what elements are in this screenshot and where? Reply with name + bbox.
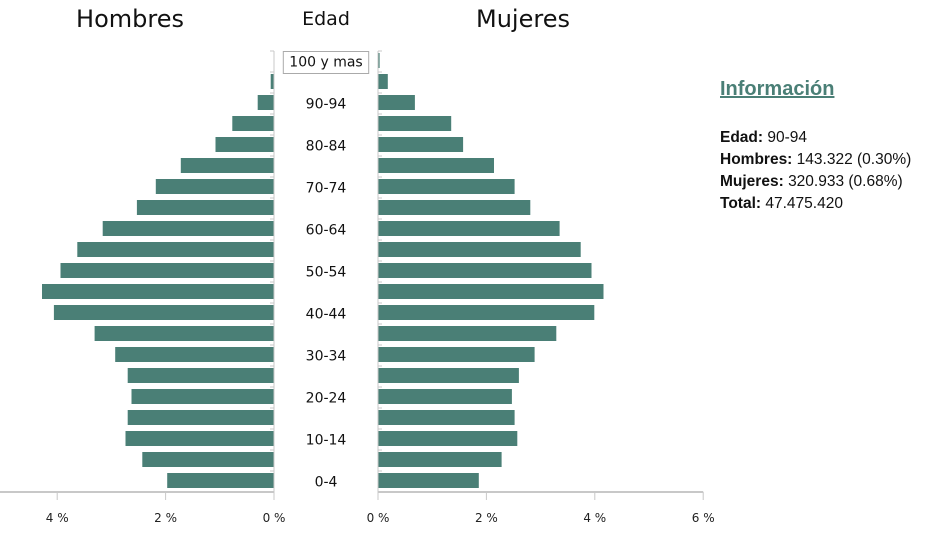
bar-hombres-10-14[interactable] xyxy=(125,431,275,446)
bar-mujeres-50-54[interactable] xyxy=(378,263,592,278)
tick-label-mujeres: 2 % xyxy=(475,511,498,525)
info-title[interactable]: Información xyxy=(720,78,835,100)
info-row-hombres: Hombres: 143.322 (0.30%) xyxy=(720,149,911,171)
age-label-50-54: 50-54 xyxy=(306,265,347,281)
bar-hombres-35-39[interactable] xyxy=(94,326,274,341)
bar-mujeres-35-39[interactable] xyxy=(378,326,557,341)
age-label-100-y-mas: 100 y mas xyxy=(289,55,362,71)
title-edad: Edad xyxy=(302,8,350,30)
age-label-0-4: 0-4 xyxy=(315,475,338,491)
age-label-20-24: 20-24 xyxy=(306,391,347,407)
bar-hombres-0-4[interactable] xyxy=(167,473,274,488)
age-label-80-84: 80-84 xyxy=(306,139,347,155)
info-row-mujeres: Mujeres: 320.933 (0.68%) xyxy=(720,171,911,193)
bar-hombres-65-69[interactable] xyxy=(136,200,274,215)
bar-hombres-45-49[interactable] xyxy=(42,284,274,299)
bar-mujeres-60-64[interactable] xyxy=(378,221,560,236)
bar-mujeres-5-9[interactable] xyxy=(378,452,502,467)
info-panel: Información Edad: 90-94 Hombres: 143.322… xyxy=(720,78,911,215)
bar-mujeres-90-94[interactable] xyxy=(378,95,415,110)
bar-hombres-75-79[interactable] xyxy=(180,158,274,173)
tick-label-mujeres: 0 % xyxy=(367,511,390,525)
x-axes: 4 % 2 % 0 % 0 % 2 % 4 % 6 % xyxy=(0,50,715,525)
bar-hombres-25-29[interactable] xyxy=(127,368,274,383)
tick-label-mujeres: 6 % xyxy=(692,511,715,525)
bar-mujeres-85-89[interactable] xyxy=(378,116,452,131)
bar-mujeres-30-34[interactable] xyxy=(378,347,535,362)
bar-mujeres-45-49[interactable] xyxy=(378,284,604,299)
bar-mujeres-80-84[interactable] xyxy=(378,137,464,152)
tick-label-hombres: 2 % xyxy=(154,511,177,525)
bar-mujeres-75-79[interactable] xyxy=(378,158,494,173)
bar-mujeres-15-19[interactable] xyxy=(378,410,515,425)
info-value-hombres: 143.322 (0.30%) xyxy=(796,151,912,168)
bar-mujeres-70-74[interactable] xyxy=(378,179,515,194)
bar-hombres-95-99[interactable] xyxy=(270,74,274,89)
tick-label-mujeres: 4 % xyxy=(583,511,606,525)
bar-mujeres-65-69[interactable] xyxy=(378,200,531,215)
title-hombres: Hombres xyxy=(76,5,184,33)
bar-mujeres-25-29[interactable] xyxy=(378,368,519,383)
bar-hombres-70-74[interactable] xyxy=(155,179,274,194)
bar-mujeres-95-99[interactable] xyxy=(378,74,388,89)
bars-mujeres xyxy=(378,53,604,488)
bar-hombres-80-84[interactable] xyxy=(215,137,275,152)
age-label-60-64: 60-64 xyxy=(306,223,347,239)
info-label-mujeres: Mujeres: xyxy=(720,173,784,190)
bar-hombres-40-44[interactable] xyxy=(53,305,275,320)
bar-hombres-55-59[interactable] xyxy=(77,242,274,257)
age-label-10-14: 10-14 xyxy=(306,433,347,449)
info-label-edad: Edad: xyxy=(720,129,764,146)
bar-hombres-15-19[interactable] xyxy=(127,410,274,425)
age-labels: 0-4 10-14 20-24 30-34 40-44 50-54 60-64 70-74 80… xyxy=(282,51,370,491)
bar-mujeres-55-59[interactable] xyxy=(378,242,581,257)
info-row-total: Total: 47.475.420 xyxy=(720,193,911,215)
info-value-mujeres: 320.933 (0.68%) xyxy=(788,173,903,190)
bar-hombres-50-54[interactable] xyxy=(60,263,275,278)
age-label-90-94: 90-94 xyxy=(306,97,347,113)
bar-mujeres-20-24[interactable] xyxy=(378,389,512,404)
bar-hombres-60-64[interactable] xyxy=(102,221,274,236)
bars-hombres xyxy=(42,53,275,488)
bar-mujeres-100 y mas[interactable] xyxy=(378,53,380,68)
bar-hombres-5-9[interactable] xyxy=(142,452,274,467)
info-label-total: Total: xyxy=(720,195,762,212)
bar-mujeres-10-14[interactable] xyxy=(378,431,518,446)
age-label-70-74: 70-74 xyxy=(306,181,347,197)
age-label-40-44: 40-44 xyxy=(306,307,347,323)
age-label-30-34: 30-34 xyxy=(306,349,347,365)
info-value-total: 47.475.420 xyxy=(765,195,843,212)
info-label-hombres: Hombres: xyxy=(720,151,793,168)
info-value-edad: 90-94 xyxy=(767,129,808,146)
info-row-edad: Edad: 90-94 xyxy=(720,127,911,149)
bar-hombres-20-24[interactable] xyxy=(131,389,275,404)
tick-label-hombres: 0 % xyxy=(263,511,286,525)
title-mujeres: Mujeres xyxy=(476,5,570,33)
bar-mujeres-40-44[interactable] xyxy=(378,305,595,320)
age-label-highlight xyxy=(282,51,370,74)
bar-hombres-30-34[interactable] xyxy=(115,347,274,362)
tick-label-hombres: 4 % xyxy=(46,511,69,525)
bar-hombres-85-89[interactable] xyxy=(232,116,274,131)
bar-hombres-90-94[interactable] xyxy=(257,95,274,110)
bar-mujeres-0-4[interactable] xyxy=(378,473,479,488)
